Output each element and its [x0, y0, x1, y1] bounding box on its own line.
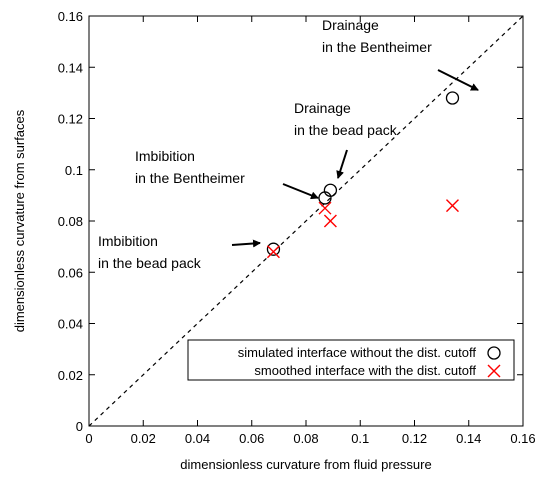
annotation-arrow	[231, 239, 261, 248]
y-tick-label: 0	[76, 419, 83, 434]
y-tick-label: 0.06	[58, 265, 83, 280]
annotation-label: Imbibition in the bead pack	[98, 233, 202, 271]
data-point-cross-stroke	[266, 245, 280, 259]
x-tick-label: 0.06	[239, 431, 264, 446]
legend-marker	[487, 364, 501, 378]
data-point-cross	[318, 201, 332, 215]
legend-label: smoothed interface with the dist. cutoff	[254, 363, 476, 378]
y-tick-label: 0.04	[58, 317, 83, 332]
annotation-label: Imbibition in the Bentheimer	[135, 148, 245, 186]
x-axis-label: dimensionless curvature from fluid press…	[180, 457, 431, 472]
reference-line	[88, 15, 524, 427]
x-tick-label: 0.04	[185, 431, 210, 446]
annotation-label: Drainage in the Bentheimer	[322, 17, 432, 55]
x-tick-label: 0.12	[402, 431, 427, 446]
data-points	[266, 91, 460, 259]
legend-box	[187, 339, 515, 381]
annotations: Drainage in the Bentheimer Drainage in the …	[98, 17, 432, 271]
annotation-line: in the Bentheimer	[135, 170, 245, 186]
axes: 0 0.02 0.04 0.06 0.08 0.1 0.12 0.14 0.16 0 0.02 0.0…	[58, 9, 536, 446]
data-point-cross-stroke	[323, 214, 337, 228]
y-tick-label: 0.08	[58, 214, 83, 229]
y-tick-label: 0.14	[58, 60, 83, 75]
data-point-cross-stroke	[318, 201, 332, 215]
annotation-arrow	[282, 183, 319, 200]
y-tick-label: 0.02	[58, 368, 83, 383]
x-tick-label: 0.1	[351, 431, 369, 446]
legend-marker-stroke	[487, 364, 501, 378]
data-point-cross	[266, 245, 280, 259]
y-axis-label: dimensionless curvature from surfaces	[12, 109, 27, 332]
annotation-line: Drainage	[322, 17, 379, 33]
y-tick-label: 0.16	[58, 9, 83, 24]
legend-marker	[487, 346, 501, 360]
data-point-circle	[266, 242, 281, 256]
annotation-line: in the bead pack	[294, 122, 398, 138]
x-tick-label: 0.02	[131, 431, 156, 446]
data-point-cross-stroke	[445, 199, 459, 213]
y-tick-label: 0.12	[58, 112, 83, 127]
diagonal-reference-line	[88, 15, 524, 427]
annotation-arrows	[231, 69, 479, 248]
data-point-circle	[445, 91, 460, 105]
annotation-arrow	[437, 69, 479, 91]
legend-label: simulated interface without the dist. cu…	[238, 345, 477, 360]
annotation-line: in the Bentheimer	[322, 39, 432, 55]
annotation-line: Imbibition	[98, 233, 158, 249]
annotation-line: Imbibition	[135, 148, 195, 164]
x-tick-label: 0.14	[456, 431, 481, 446]
y-tick-label: 0.1	[65, 163, 83, 178]
x-tick-label: 0.08	[293, 431, 318, 446]
data-point-cross	[445, 199, 459, 213]
annotation-arrow	[336, 149, 348, 179]
annotation-line: in the bead pack	[98, 255, 202, 271]
annotation-label: Drainage in the bead pack	[294, 100, 398, 138]
annotation-line: Drainage	[294, 100, 351, 116]
data-point-cross	[323, 214, 337, 228]
data-point-circle	[323, 183, 338, 197]
legend: simulated interface without the dist. cu…	[187, 339, 515, 381]
x-tick-label: 0	[85, 431, 92, 446]
x-tick-label: 0.16	[510, 431, 535, 446]
